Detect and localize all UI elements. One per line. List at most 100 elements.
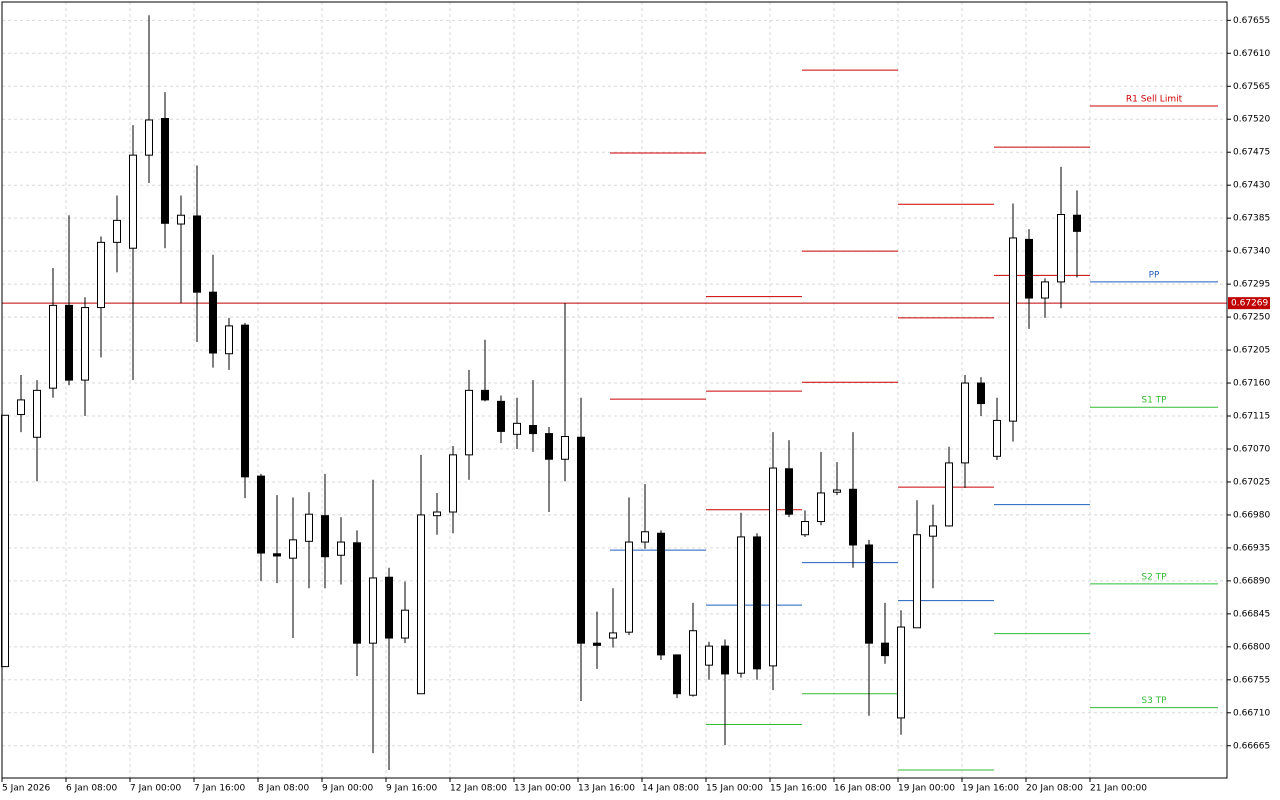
candle-body (97, 241, 105, 309)
candle-body (433, 511, 441, 517)
candle-body (945, 462, 953, 527)
y-tick-label: 0.67385 (1233, 214, 1270, 224)
level-label: R1 Sell Limit (1126, 95, 1183, 105)
candle-body (481, 389, 489, 401)
candle-body (913, 534, 921, 629)
y-tick-label: 0.67655 (1233, 16, 1270, 26)
x-tick-label: 9 Jan 16:00 (386, 784, 438, 794)
candle-body (417, 514, 425, 695)
candle-body (881, 642, 889, 657)
candle-body (193, 215, 201, 293)
y-tick-label: 0.67070 (1233, 444, 1270, 454)
candle-body (833, 489, 841, 493)
candle-body (65, 304, 73, 381)
candle-body (177, 214, 185, 225)
y-tick-label: 0.66890 (1233, 576, 1270, 586)
x-tick-label: 7 Jan 00:00 (130, 784, 182, 794)
candle-body (769, 467, 777, 667)
candle-body (865, 544, 873, 644)
candle-body (1073, 214, 1081, 232)
candle-body (705, 645, 713, 666)
candle-body (657, 532, 665, 656)
x-tick-label: 16 Jan 08:00 (834, 784, 891, 794)
x-tick-label: 13 Jan 16:00 (578, 784, 635, 794)
candle-body (737, 536, 745, 674)
x-tick-label: 19 Jan 00:00 (898, 784, 955, 794)
y-tick-label: 0.67205 (1233, 346, 1270, 356)
candle-body (785, 468, 793, 515)
x-tick-label: 5 Jan 2026 (2, 784, 50, 794)
y-tick-label: 0.66980 (1233, 510, 1270, 520)
candle-body (625, 541, 633, 633)
candle-body (113, 219, 121, 243)
x-tick-label: 9 Jan 00:00 (322, 784, 374, 794)
y-tick-label: 0.67295 (1233, 280, 1270, 290)
candle-body (561, 436, 569, 460)
x-tick-label: 13 Jan 00:00 (514, 784, 571, 794)
candle-body (1057, 214, 1065, 283)
candle-body (449, 454, 457, 513)
current-price-tag (1228, 297, 1270, 310)
y-tick-label: 0.66665 (1233, 741, 1270, 751)
y-tick-label: 0.67160 (1233, 379, 1270, 389)
level-label: S3 TP (1141, 696, 1167, 706)
x-tick-label: 8 Jan 08:00 (258, 784, 310, 794)
candle-body (369, 577, 377, 644)
candle-body (81, 307, 89, 381)
y-tick-label: 0.67520 (1233, 115, 1270, 125)
candle-body (929, 525, 937, 537)
y-tick-label: 0.67430 (1233, 181, 1270, 191)
candle-body (817, 492, 825, 523)
candle-body (49, 304, 57, 389)
candle-body (129, 154, 137, 249)
plot-frame (1, 1, 1228, 779)
candle-body (225, 325, 233, 355)
candle-body (1, 414, 9, 668)
candle-body (977, 382, 985, 405)
x-tick-label: 15 Jan 16:00 (770, 784, 827, 794)
x-tick-label: 20 Jan 08:00 (1026, 784, 1083, 794)
y-tick-label: 0.67025 (1233, 477, 1270, 487)
candle-body (641, 531, 649, 543)
candle-body (577, 436, 585, 644)
candle-body (753, 536, 761, 670)
y-tick-label: 0.67250 (1233, 313, 1270, 323)
candle-body (593, 642, 601, 646)
x-tick-label: 14 Jan 08:00 (642, 784, 699, 794)
candle-body (209, 291, 217, 354)
y-tick-label: 0.67115 (1233, 412, 1270, 422)
y-tick-label: 0.66935 (1233, 543, 1270, 553)
y-tick-label: 0.67475 (1233, 148, 1270, 158)
candle-body (993, 419, 1001, 457)
y-tick-label: 0.66710 (1233, 708, 1270, 718)
candle-body (609, 632, 617, 639)
candle-body (305, 513, 313, 542)
candle-body (145, 119, 153, 156)
level-label: S1 TP (1141, 396, 1167, 406)
candle-body (33, 389, 41, 438)
candle-body (273, 553, 281, 557)
candle-body (289, 539, 297, 559)
x-tick-label: 19 Jan 16:00 (962, 784, 1019, 794)
candle-body (161, 118, 169, 224)
candle-body (1025, 238, 1033, 299)
candle-body (721, 645, 729, 675)
candle-body (513, 422, 521, 435)
candle-body (545, 433, 553, 460)
candle-body (1009, 237, 1017, 422)
y-tick-label: 0.67340 (1233, 247, 1270, 257)
candle-body (497, 400, 505, 432)
candle-body (353, 542, 361, 644)
y-tick-label: 0.67565 (1233, 82, 1270, 92)
level-label: PP (1149, 270, 1160, 280)
x-tick-label: 12 Jan 08:00 (450, 784, 507, 794)
candle-body (241, 324, 249, 478)
candle-body (529, 425, 537, 435)
y-tick-label: 0.67610 (1233, 49, 1270, 59)
candle-body (17, 399, 25, 416)
y-tick-label: 0.66845 (1233, 609, 1270, 619)
x-tick-label: 21 Jan 00:00 (1090, 784, 1147, 794)
candle-body (801, 521, 809, 536)
